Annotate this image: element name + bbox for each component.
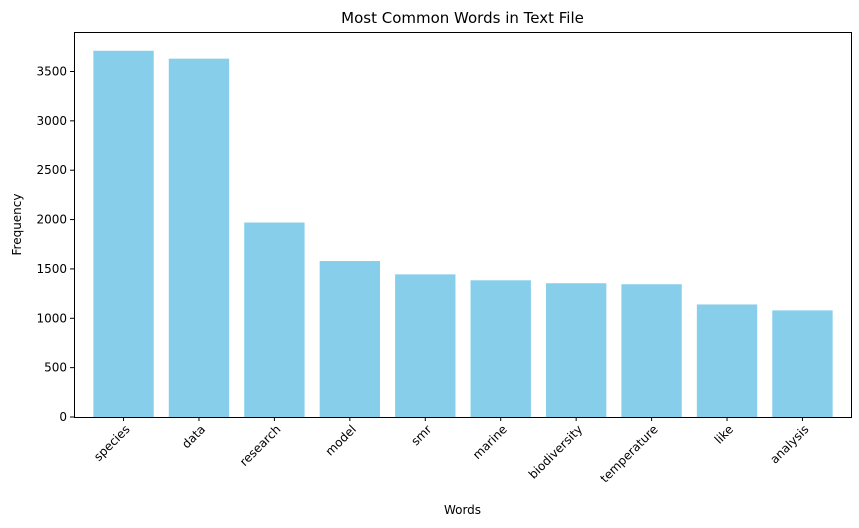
bars-group (93, 50, 833, 418)
bar-data (168, 58, 230, 418)
y-axis-ticks: 0 500 1000 1500 2000 2500 3000 3500 (36, 64, 74, 424)
bar-analysis (772, 310, 833, 417)
x-tick-label: marine (470, 422, 510, 462)
x-tick-label: model (323, 422, 359, 458)
y-axis-label: Frequency (10, 194, 24, 256)
bar-smr (395, 274, 456, 417)
y-tick-label: 2000 (36, 213, 67, 227)
y-tick-label: 1500 (36, 262, 67, 276)
x-tick-label: biodiversity (526, 422, 585, 481)
x-tick-label: analysis (767, 422, 811, 466)
bar-research (244, 222, 305, 417)
y-tick-label: 3000 (36, 114, 67, 128)
y-tick-label: 500 (44, 361, 67, 375)
y-tick-label: 3500 (36, 64, 67, 78)
plot-frame (74, 32, 852, 418)
x-axis-label: Words (444, 503, 481, 517)
bar-temperature (621, 284, 682, 417)
x-tick-label: research (237, 422, 284, 469)
x-tick-label: data (179, 422, 208, 451)
bar-species (93, 50, 154, 417)
y-tick-label: 0 (59, 410, 67, 424)
x-tick-label: temperature (597, 422, 660, 485)
y-tick-label: 2500 (36, 163, 67, 177)
x-tick-label: species (91, 422, 133, 464)
bar-biodiversity (545, 283, 607, 417)
bar-like (696, 304, 758, 417)
bar-marine (470, 280, 531, 417)
x-tick-label: smr (408, 422, 434, 448)
x-axis-ticks: species data research model smr marine biodive… (91, 417, 812, 485)
y-tick-label: 1000 (36, 311, 67, 325)
x-tick-label: like (712, 422, 736, 446)
bar-model (319, 261, 381, 417)
chart-title: Most Common Words in Text File (341, 9, 584, 27)
